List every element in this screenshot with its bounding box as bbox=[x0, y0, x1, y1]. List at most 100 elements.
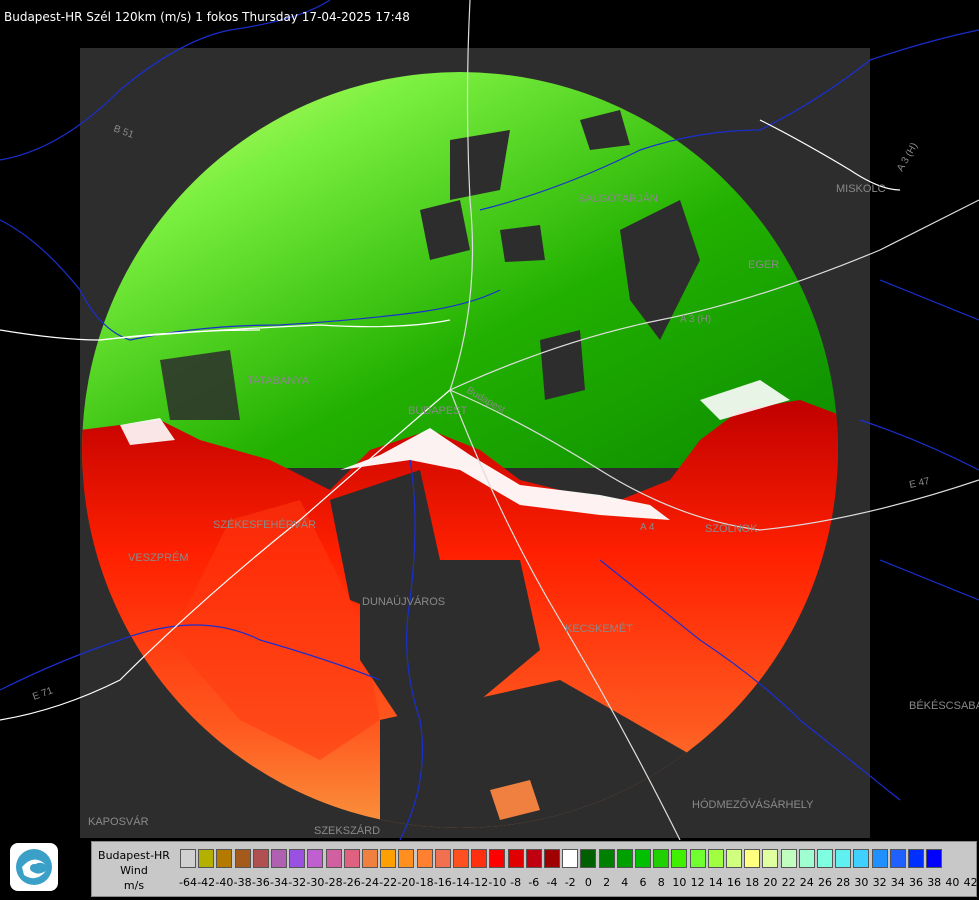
legend-swatch bbox=[307, 849, 324, 868]
legend-label: 38 bbox=[927, 876, 942, 889]
legend-label: -8 bbox=[510, 876, 522, 889]
legend-unit: m/s bbox=[123, 879, 145, 892]
legend-label: -22 bbox=[379, 876, 398, 889]
legend-label: -24 bbox=[361, 876, 379, 889]
boundary-lines bbox=[0, 0, 979, 840]
legend-title: Budapest-HR Wind m/s bbox=[92, 848, 176, 893]
legend-label: 40 bbox=[945, 876, 960, 889]
legend-swatch bbox=[507, 849, 524, 868]
legend-label: 22 bbox=[781, 876, 796, 889]
place-dunaujvaros: DUNAÚJVÁROS bbox=[362, 595, 445, 608]
legend-swatch bbox=[434, 849, 451, 868]
road-a3h-mid: A 3 (H) bbox=[680, 314, 711, 325]
legend-swatch bbox=[289, 849, 306, 868]
legend-swatch bbox=[744, 849, 761, 868]
road-a4: A 4 bbox=[640, 522, 655, 533]
legend-swatch bbox=[671, 849, 688, 868]
legend-label: 12 bbox=[690, 876, 705, 889]
legend-source: Budapest-HR bbox=[98, 849, 170, 862]
legend-swatch bbox=[853, 849, 870, 868]
legend-label: 24 bbox=[799, 876, 814, 889]
legend-label: 20 bbox=[763, 876, 778, 889]
place-hodmezovasarhely: HÓDMEZŐVÁSÁRHELY bbox=[692, 797, 814, 811]
legend-swatch bbox=[689, 849, 706, 868]
place-miskolc: MISKOLC bbox=[836, 183, 886, 195]
legend-swatch bbox=[908, 849, 924, 868]
place-veszprem: VESZPRÉM bbox=[128, 551, 189, 564]
legend-label: 6 bbox=[639, 876, 647, 889]
legend-label: 18 bbox=[745, 876, 760, 889]
legend-label: 26 bbox=[818, 876, 832, 889]
legend-label: -34 bbox=[270, 876, 288, 889]
legend-swatch bbox=[798, 849, 815, 868]
wind-legend: Budapest-HR Wind m/s -64 -42 -40 -38 -36 -34-… bbox=[91, 841, 978, 897]
legend-swatch bbox=[653, 849, 670, 868]
place-salgotarjan: SALGÓTARJÁN bbox=[578, 192, 658, 205]
legend-label: -28 bbox=[324, 876, 343, 889]
legend-label: 4 bbox=[621, 876, 629, 889]
legend-label: -16 bbox=[433, 876, 452, 889]
legend-label: 30 bbox=[854, 876, 869, 889]
legend-label: 14 bbox=[708, 876, 723, 889]
legend-label: -64 bbox=[179, 876, 197, 889]
legend-swatch bbox=[216, 849, 233, 868]
legend-label: 32 bbox=[872, 876, 887, 889]
legend-swatch bbox=[598, 849, 615, 868]
place-szekesfehervar: SZÉKESFEHÉRVÁR bbox=[213, 518, 316, 531]
road-e47: E 47 bbox=[908, 476, 931, 491]
legend-swatch bbox=[889, 849, 906, 868]
legend-label: -32 bbox=[288, 876, 307, 889]
legend-label: -6 bbox=[528, 876, 540, 889]
legend-label: 2 bbox=[603, 876, 611, 889]
road-a3h-east: A 3 (H) bbox=[895, 141, 920, 173]
legend-swatch bbox=[726, 849, 742, 868]
radar-title: Budapest-HR Szél 120km (m/s) 1 fokos Thu… bbox=[4, 10, 410, 24]
legend-label: -18 bbox=[415, 876, 434, 889]
legend-label: -14 bbox=[452, 876, 470, 889]
place-eger: EGER bbox=[748, 259, 779, 271]
legend-swatch bbox=[817, 849, 833, 868]
legend-swatch bbox=[471, 849, 488, 868]
legend-quantity: Wind bbox=[120, 864, 148, 877]
legend-swatch bbox=[780, 849, 797, 868]
legend-label: -30 bbox=[306, 876, 325, 889]
place-labels: SALGÓTARJÁN MISKOLC EGER TATABÁNYA BUDAP… bbox=[88, 183, 979, 837]
met-service-logo[interactable] bbox=[10, 843, 58, 891]
legend-label: -36 bbox=[251, 876, 270, 889]
place-budapest: BUDAPEST bbox=[408, 405, 468, 417]
legend-swatch bbox=[616, 849, 633, 868]
legend-label: -2 bbox=[564, 876, 576, 889]
legend-label: -26 bbox=[342, 876, 361, 889]
legend-swatch bbox=[380, 849, 397, 868]
legend-swatch bbox=[580, 849, 597, 868]
legend-swatch bbox=[416, 849, 433, 868]
legend-swatch bbox=[707, 849, 724, 868]
legend-label: -4 bbox=[546, 876, 558, 889]
legend-swatch bbox=[762, 849, 779, 868]
legend-swatch bbox=[271, 849, 287, 868]
legend-swatch bbox=[180, 849, 196, 868]
place-bekescsaba: BÉKÉSCSABA bbox=[909, 699, 979, 712]
legend-swatch bbox=[343, 849, 360, 868]
legend-swatch bbox=[325, 849, 342, 868]
radar-map[interactable]: SALGÓTARJÁN MISKOLC EGER TATABÁNYA BUDAP… bbox=[0, 0, 979, 840]
legend-swatch bbox=[362, 849, 378, 868]
legend-label: 28 bbox=[836, 876, 851, 889]
legend-label: -20 bbox=[397, 876, 416, 889]
legend-swatch bbox=[835, 849, 852, 868]
place-szolnok: SZOLNOK bbox=[705, 523, 758, 535]
legend-swatch bbox=[525, 849, 542, 868]
road-e71: E 71 bbox=[31, 685, 55, 703]
legend-label: 42 bbox=[963, 876, 978, 889]
legend-label: 8 bbox=[657, 876, 665, 889]
place-kecskemet: KECSKEMÉT bbox=[565, 622, 633, 635]
legend-swatch bbox=[926, 849, 943, 868]
legend-label: 10 bbox=[672, 876, 687, 889]
legend-label: 0 bbox=[584, 876, 592, 889]
swirl-logo-icon bbox=[16, 849, 52, 885]
legend-swatch bbox=[635, 849, 651, 868]
legend-label: 16 bbox=[727, 876, 741, 889]
place-tatabanya: TATABÁNYA bbox=[247, 374, 310, 387]
legend-swatch bbox=[562, 849, 579, 868]
